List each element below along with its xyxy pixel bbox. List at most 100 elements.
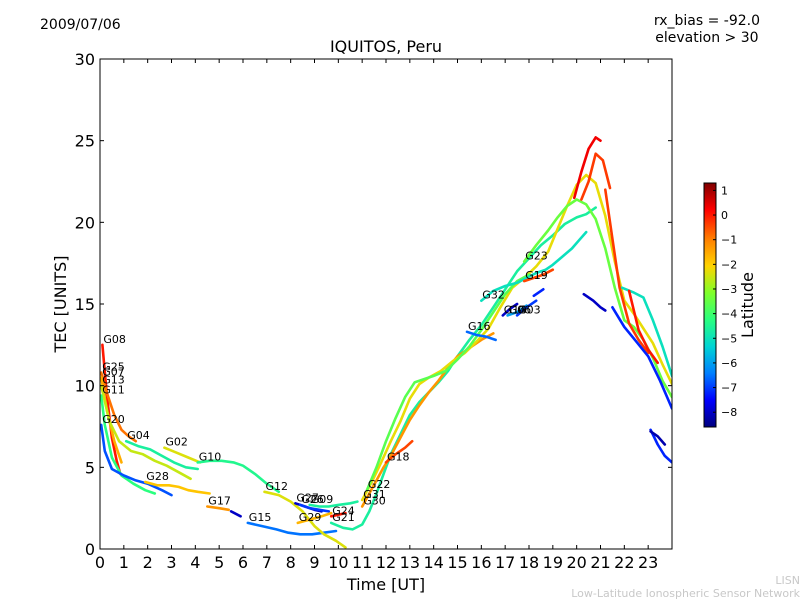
colorbar-tick-label: −8 xyxy=(721,406,737,419)
label-g11: G11 xyxy=(102,384,125,397)
network-credit: LISN Low-Latitude Ionospheric Sensor Net… xyxy=(571,574,800,600)
series-g25 xyxy=(100,371,138,443)
label-g10: G10 xyxy=(199,450,222,463)
series-g10 xyxy=(196,459,281,494)
chart-title: IQUITOS, Peru xyxy=(329,37,443,56)
series-g17b xyxy=(229,510,242,518)
credit-name: Low-Latitude Ionospheric Sensor Network xyxy=(571,587,800,600)
label-g15: G15 xyxy=(249,511,272,524)
x-tick-label: 19 xyxy=(543,553,563,572)
label-g14: G14 xyxy=(504,303,527,316)
colorbar-tick-label: −5 xyxy=(721,332,737,345)
series-g23c xyxy=(580,152,612,201)
y-tick-label: 20 xyxy=(75,213,95,232)
colorbar-tick-label: −3 xyxy=(721,283,737,296)
series-g09 xyxy=(308,500,359,508)
label-g12: G12 xyxy=(266,480,289,493)
label-g03: G03 xyxy=(518,303,541,316)
series-g23h xyxy=(627,289,660,365)
y-tick-label: 0 xyxy=(85,540,95,559)
y-tick-label: 25 xyxy=(75,132,95,151)
series-g24 xyxy=(329,511,347,518)
date-label: 2009/07/06 xyxy=(40,17,121,33)
series-g17 xyxy=(206,505,230,512)
x-tick-label: 23 xyxy=(638,553,658,572)
colorbar-tick-label: 1 xyxy=(721,184,728,197)
x-tick-label: 21 xyxy=(590,553,610,572)
series-g08 xyxy=(101,343,122,476)
label-g30: G30 xyxy=(363,495,386,508)
label-g04: G04 xyxy=(127,429,150,442)
x-tick-label: 18 xyxy=(519,553,539,572)
rx-bias-label: rx_bias = -92.0 xyxy=(653,13,760,29)
x-tick-label: 16 xyxy=(471,553,491,572)
y-tick-label: 10 xyxy=(75,377,95,396)
settings-annotation: rx_bias = -92.0 elevation > 30 xyxy=(654,13,760,47)
x-tick-label: 11 xyxy=(352,553,372,572)
colorbar-tick-label: −7 xyxy=(721,382,737,395)
colorbar-tick-label: −2 xyxy=(721,258,737,271)
series-g13 xyxy=(100,384,192,481)
x-tick-label: 12 xyxy=(376,553,396,572)
x-tick-label: 22 xyxy=(614,553,634,572)
y-tick-label: 30 xyxy=(75,50,95,69)
colorbar-ticks: 1 0 −1 −2 −3 −4 −5 −6 −7 −8 xyxy=(713,184,737,419)
x-tick-label: 20 xyxy=(566,553,586,572)
label-g19: G19 xyxy=(525,269,548,282)
series-g20 xyxy=(100,423,173,497)
series-g23b xyxy=(572,136,602,200)
label-g20: G20 xyxy=(102,413,125,426)
label-g09: G09 xyxy=(311,493,334,506)
series-g23j xyxy=(649,430,667,446)
x-tick-label: 10 xyxy=(328,553,348,572)
series-g19 xyxy=(522,268,555,283)
label-g07: G07 xyxy=(102,366,125,379)
series-g32 xyxy=(479,230,588,303)
series-g04 xyxy=(124,439,199,471)
x-tick-label: 8 xyxy=(286,553,296,572)
series-g14 xyxy=(501,302,519,317)
label-g27: G27 xyxy=(296,491,319,504)
label-g31: G31 xyxy=(363,488,386,501)
x-tick-label: 4 xyxy=(190,553,200,572)
label-g28: G28 xyxy=(146,470,169,483)
y-axis-title: TEC [UNITS] xyxy=(51,256,70,354)
x-tick-label: 2 xyxy=(143,553,153,572)
x-tick-label: 9 xyxy=(309,553,319,572)
series-g21 xyxy=(329,206,598,531)
y-tick-label: 5 xyxy=(85,458,95,477)
label-g23: G23 xyxy=(525,250,548,263)
label-g17: G17 xyxy=(208,495,231,508)
x-tick-label: 5 xyxy=(214,553,224,572)
x-tick-label: 15 xyxy=(447,553,467,572)
elevation-label: elevation > 30 xyxy=(655,30,759,46)
x-tick-label: 0 xyxy=(95,553,105,572)
series-g19b xyxy=(532,287,545,298)
series-g23f xyxy=(603,188,650,355)
label-g29: G29 xyxy=(299,511,322,524)
series-g26 xyxy=(298,503,331,513)
series-layer xyxy=(100,136,672,549)
series-g23i xyxy=(649,428,672,464)
x-tick-label: 7 xyxy=(262,553,272,572)
series-g23e xyxy=(620,286,672,378)
x-tick-label: 14 xyxy=(423,553,443,572)
x-tick-label: 17 xyxy=(495,553,515,572)
x-tick-label: 13 xyxy=(400,553,420,572)
label-g02: G02 xyxy=(165,436,188,449)
latitude-colorbar xyxy=(703,182,717,428)
label-g06: G06 xyxy=(509,303,532,316)
series-g22 xyxy=(365,273,531,492)
y-tick-label: 15 xyxy=(75,295,95,314)
series-g18 xyxy=(384,439,414,464)
x-tick-label: 3 xyxy=(166,553,176,572)
series-g23g xyxy=(611,305,672,410)
label-g22: G22 xyxy=(368,478,391,491)
series-g23 xyxy=(522,198,672,399)
y-axis: 0 5 10 15 20 25 30 xyxy=(75,50,672,559)
label-g21: G21 xyxy=(332,511,355,524)
colorbar-tick-label: −1 xyxy=(721,234,737,247)
colorbar-tick-label: −4 xyxy=(721,308,737,321)
